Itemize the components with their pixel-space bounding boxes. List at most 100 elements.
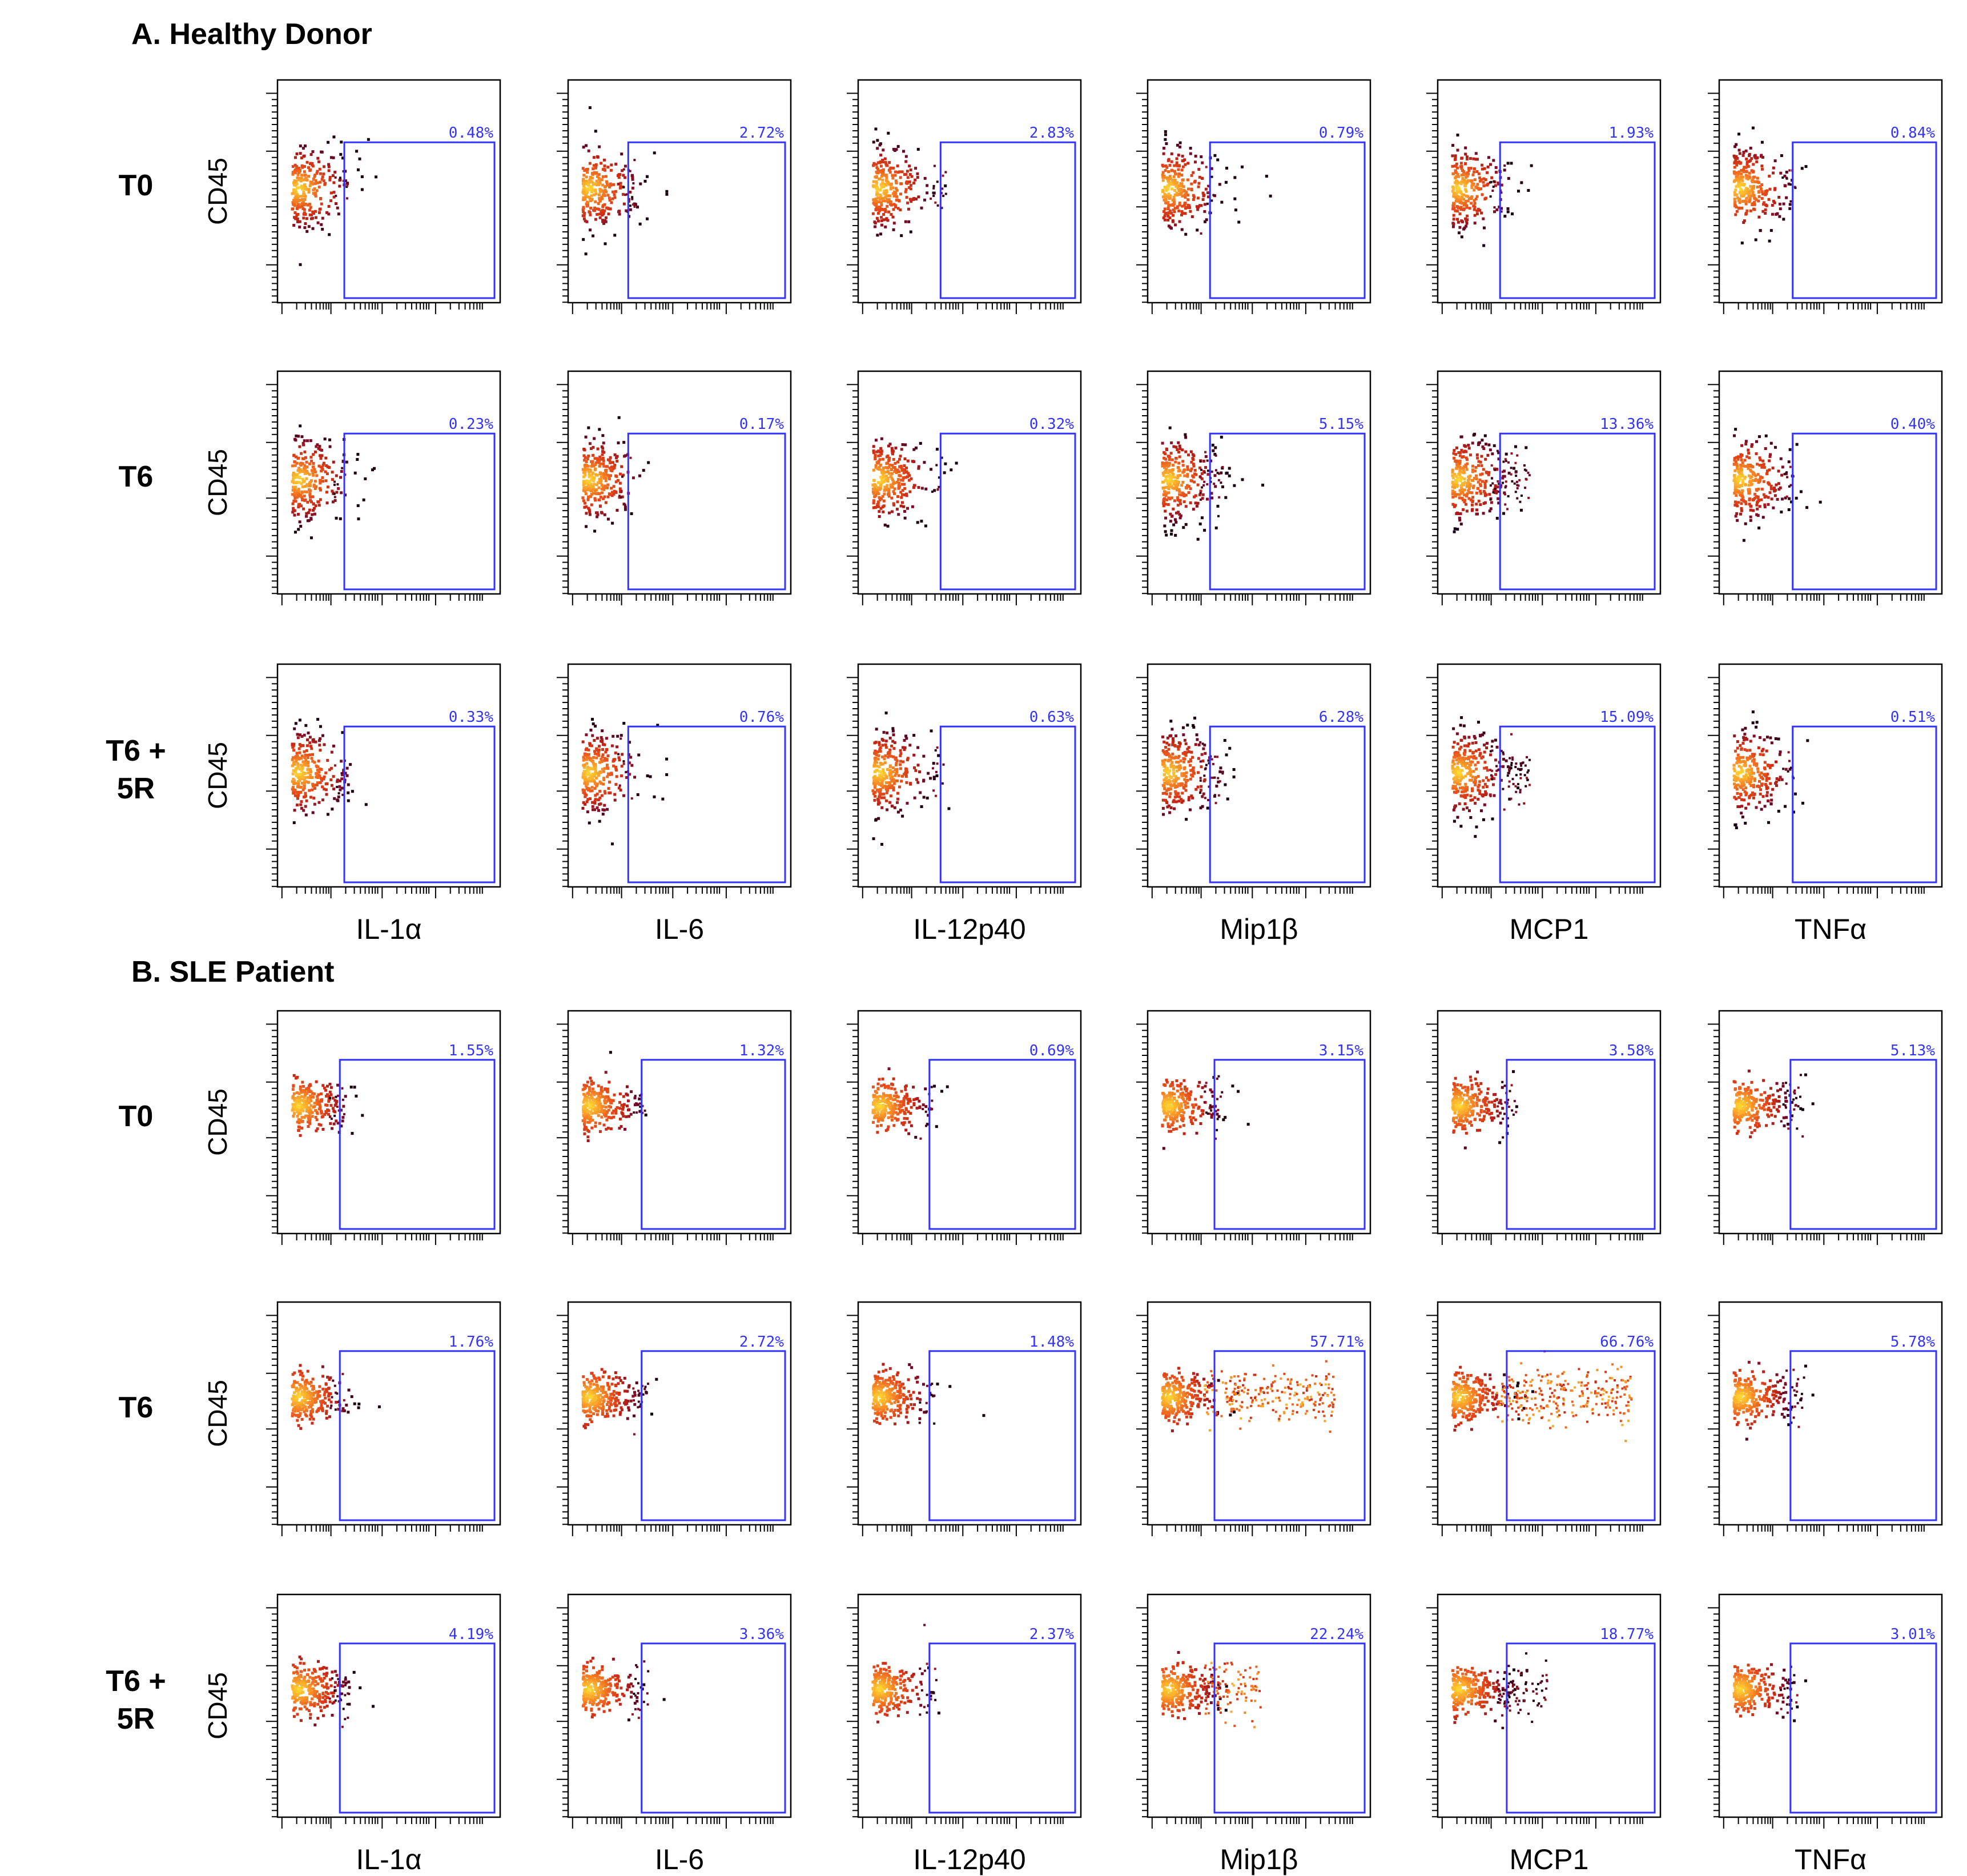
event-dot [882, 148, 884, 151]
event-dot [632, 182, 634, 184]
event-dot [880, 216, 883, 219]
event-dot [880, 219, 883, 222]
event-dot [1776, 212, 1779, 215]
event-dot [1473, 208, 1476, 211]
event-dot [891, 174, 894, 177]
event-dot [291, 464, 294, 467]
event-dot [630, 512, 633, 515]
event-dot [1190, 183, 1193, 186]
event-dot [1180, 188, 1182, 191]
event-dot [305, 217, 308, 220]
event-dot [1171, 476, 1174, 479]
plot-frame [568, 664, 791, 887]
event-dot [1748, 153, 1751, 156]
event-dot [1176, 499, 1179, 501]
event-dot [1172, 220, 1174, 223]
event-dot [293, 728, 296, 730]
event-dot [333, 797, 336, 800]
event-dot [906, 202, 909, 204]
event-dot [874, 203, 877, 206]
event-dot [1179, 503, 1182, 505]
event-dot [892, 228, 895, 231]
event-dot [1757, 527, 1760, 529]
event-dot [335, 202, 337, 205]
event-dot [312, 474, 315, 477]
event-dot [585, 762, 588, 765]
event-dot [293, 514, 296, 517]
event-dot [1452, 204, 1455, 207]
event-dot [586, 810, 589, 813]
event-dot [1752, 187, 1755, 190]
event-dot [1739, 513, 1742, 516]
event-dot [1474, 466, 1477, 469]
event-dot [1170, 529, 1173, 532]
event-dot [1774, 446, 1777, 449]
event-dot [309, 214, 312, 216]
event-dot [1466, 509, 1469, 512]
event-dot [1742, 154, 1745, 157]
event-dot [340, 140, 343, 143]
event-dot [598, 745, 601, 748]
event-dot [319, 207, 322, 210]
event-dot [307, 776, 309, 779]
event-dot [308, 225, 311, 228]
event-dot [299, 791, 301, 794]
event-dot [596, 806, 599, 809]
event-dot [614, 491, 617, 493]
event-dot [904, 220, 907, 223]
event-dot [1478, 479, 1481, 481]
event-dot [592, 454, 594, 457]
event-dot [608, 477, 611, 480]
event-dot [1741, 495, 1744, 497]
event-dot [332, 135, 335, 138]
event-dot [1747, 489, 1750, 492]
event-dot [1193, 180, 1196, 183]
event-dot [296, 733, 299, 736]
event-dot [300, 174, 303, 176]
event-dot [594, 787, 597, 790]
event-dot [1752, 499, 1755, 501]
event-dot [1164, 195, 1167, 198]
event-dot [1172, 464, 1174, 467]
event-dot [340, 777, 343, 780]
event-dot [616, 745, 618, 748]
event-dot [894, 194, 896, 197]
event-dot [587, 499, 590, 501]
event-dot [300, 435, 303, 438]
event-dot [291, 192, 294, 195]
event-dot [631, 178, 634, 180]
event-dot [583, 782, 586, 785]
event-dot [292, 507, 295, 510]
event-dot [1478, 500, 1481, 503]
event-dot [1789, 484, 1792, 487]
event-dot [299, 520, 301, 523]
event-dot [600, 472, 603, 475]
event-dot [1206, 203, 1209, 205]
event-dot [895, 148, 898, 151]
event-dot [592, 188, 594, 191]
event-dot [323, 743, 325, 746]
event-dot [611, 842, 614, 845]
event-dot [625, 771, 627, 773]
event-dot [599, 190, 602, 193]
event-dot [303, 796, 305, 798]
event-dot [1220, 201, 1223, 204]
event-dot [1456, 484, 1459, 487]
event-dot [593, 476, 596, 479]
event-dot [1197, 502, 1200, 505]
event-dot [1189, 501, 1192, 504]
event-dot [309, 776, 312, 779]
event-dot [1463, 471, 1466, 474]
event-dot [1464, 162, 1467, 165]
event-dot [592, 235, 594, 238]
event-dot [1740, 472, 1743, 475]
event-dot [631, 797, 633, 800]
event-dot [311, 181, 313, 184]
event-dot [1489, 182, 1491, 184]
event-dot [903, 472, 906, 475]
event-dot [1460, 484, 1463, 487]
event-dot [1777, 196, 1780, 199]
event-dot [1173, 201, 1176, 204]
event-dot [872, 507, 875, 509]
event-dot [1769, 453, 1772, 456]
